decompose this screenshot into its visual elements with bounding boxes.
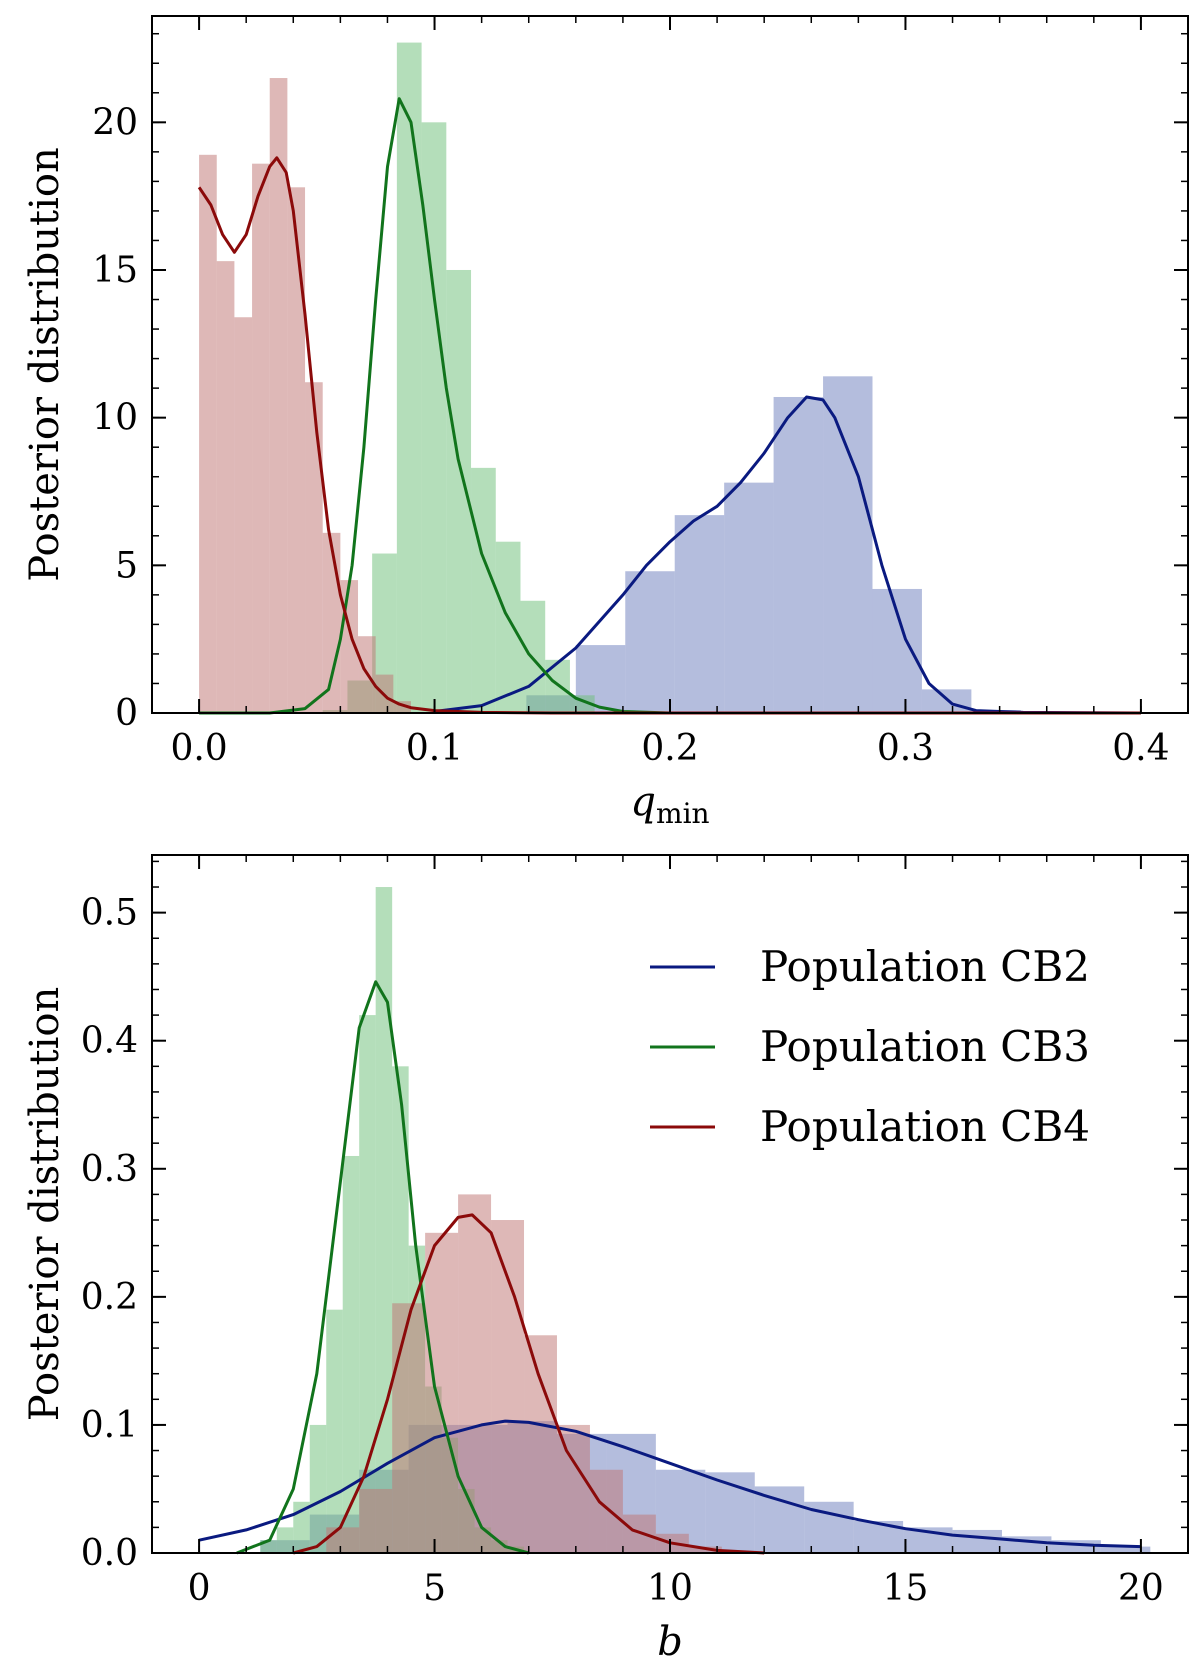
x-tick-label: 0.1 <box>406 728 463 769</box>
kde-curve-cb3 <box>236 980 530 1555</box>
legend-label-cb2: Population CB2 <box>760 942 1090 991</box>
histogram-bar-cb4-1 <box>359 1488 393 1553</box>
x-tick-label: 20 <box>1118 1568 1164 1609</box>
y-tick-label: 15 <box>92 250 138 291</box>
qmin-axis-ticks: 0.0 0.1 0.2 0.3 0.4 0 5 10 15 20 <box>92 16 1189 769</box>
y-tick-label: 0 <box>115 693 138 734</box>
histogram-bar-cb2-10 <box>754 1486 805 1553</box>
histogram-bar-cb3-7 <box>375 887 393 1553</box>
histogram-bar-cb4-4 <box>458 1194 492 1553</box>
b-kde-curves <box>198 980 1141 1555</box>
histogram-bar-cb4-2 <box>392 1303 426 1553</box>
histogram-bar-cb2-7 <box>872 588 922 713</box>
qmin-y-axis-label: Posterior distribution <box>22 147 68 581</box>
histogram-bar-cb2-6 <box>823 376 873 713</box>
b-y-axis-label: Posterior distribution <box>22 987 68 1421</box>
kde-curve-cb4 <box>197 156 1141 715</box>
histogram-bar-cb4-8 <box>589 1469 623 1553</box>
x-tick-label: 0 <box>188 1568 211 1609</box>
qmin-x-axis-label-subscript: min <box>656 797 710 830</box>
histogram-bar-cb4-4 <box>269 78 288 714</box>
histogram-bar-cb3-3 <box>309 1424 327 1553</box>
x-tick-label: 10 <box>647 1568 693 1609</box>
y-tick-label: 5 <box>115 545 138 586</box>
kde-curve-cb2 <box>434 395 1141 715</box>
qmin-plot-frame <box>151 15 1189 714</box>
histogram-bar-cb2-4 <box>724 482 774 713</box>
kde-curve-cb4 <box>292 1213 765 1555</box>
histogram-bar-cb2-14 <box>952 1529 1002 1553</box>
qmin-x-axis-label: qmin <box>630 779 709 830</box>
y-tick-label: 0.2 <box>81 1277 138 1318</box>
y-tick-label: 0.5 <box>81 893 138 934</box>
histogram-bar-cb4-7 <box>322 532 341 713</box>
histogram-bar-cb3-1 <box>276 1527 294 1553</box>
histogram-bar-cb3-7 <box>495 541 521 713</box>
x-tick-label: 0.2 <box>641 728 698 769</box>
histogram-bar-cb3-6 <box>471 467 496 713</box>
histogram-bar-cb2-17 <box>1100 1546 1151 1553</box>
histogram-bar-cb3-5 <box>342 1155 360 1553</box>
kde-curve-cb3 <box>199 97 1141 715</box>
histogram-bar-cb4-6 <box>305 382 323 713</box>
b-axis-ticks: 0 5 10 15 20 0.0 0.1 0.2 0.3 0.4 0.5 <box>81 855 1189 1609</box>
x-tick-label: 5 <box>423 1568 446 1609</box>
y-tick-label: 0.1 <box>81 1405 138 1446</box>
histogram-bar-cb4-0 <box>199 154 217 713</box>
posterior-qmin-panel: 0.0 0.1 0.2 0.3 0.4 0 5 10 15 20 Posterior distri… <box>22 15 1189 830</box>
histogram-bar-cb4-6 <box>524 1335 557 1553</box>
y-tick-label: 0.3 <box>81 1149 138 1190</box>
histogram-bar-cb4-1 <box>216 261 235 713</box>
histogram-bar-cb3-3 <box>396 42 422 714</box>
histogram-bar-cb2-2 <box>625 571 675 713</box>
histogram-bar-cb2-3 <box>674 515 725 713</box>
x-tick-label: 0.0 <box>170 728 227 769</box>
histogram-bar-cb4-5 <box>491 1220 525 1553</box>
histogram-bar-cb4-5 <box>287 187 306 713</box>
legend: Population CB2 Population CB3 Population C… <box>650 942 1090 1151</box>
qmin-histograms <box>199 42 1021 714</box>
b-histograms <box>260 887 1151 1553</box>
qmin-kde-curves <box>197 97 1141 715</box>
histogram-bar-cb3-9 <box>545 659 570 713</box>
x-tick-label: 0.4 <box>1112 728 1169 769</box>
histogram-bar-cb2-8 <box>921 689 972 713</box>
x-tick-label: 0.3 <box>877 728 934 769</box>
y-tick-label: 0.4 <box>81 1021 138 1062</box>
y-tick-label: 20 <box>92 102 138 143</box>
legend-label-cb4: Population CB4 <box>760 1102 1090 1151</box>
histogram-bar-cb3-4 <box>326 1309 343 1553</box>
qmin-x-axis-label-main: q <box>630 779 656 825</box>
histogram-bar-cb3-2 <box>293 1501 310 1553</box>
histogram-bar-cb4-2 <box>234 317 253 713</box>
b-plot-frame <box>151 854 1189 1554</box>
b-x-axis-label: b <box>657 1619 683 1665</box>
posterior-b-panel: 0 5 10 15 20 0.0 0.1 0.2 0.3 0.4 0.5 Posterior dis… <box>22 854 1189 1665</box>
histogram-bar-cb4-11 <box>393 701 411 713</box>
histogram-bar-cb3-6 <box>359 1015 376 1553</box>
histogram-bar-cb4-7 <box>556 1424 590 1553</box>
y-tick-label: 10 <box>92 398 138 439</box>
x-tick-label: 15 <box>883 1568 929 1609</box>
legend-label-cb3: Population CB3 <box>760 1022 1090 1071</box>
histogram-bar-cb4-3 <box>252 163 270 713</box>
histogram-bar-cb4-0 <box>326 1527 360 1553</box>
histogram-bar-cb4-3 <box>425 1232 459 1553</box>
histogram-bar-cb3-4 <box>421 122 447 714</box>
y-tick-label: 0.0 <box>81 1533 138 1574</box>
histogram-bar-cb2-5 <box>773 396 824 713</box>
